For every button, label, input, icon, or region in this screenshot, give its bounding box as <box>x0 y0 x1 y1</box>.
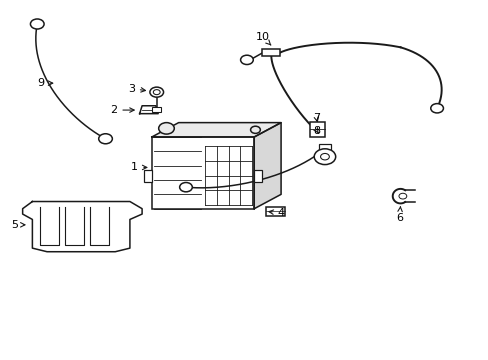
Circle shape <box>150 87 163 97</box>
Text: 3: 3 <box>128 84 145 94</box>
Circle shape <box>99 134 112 144</box>
Polygon shape <box>22 202 142 252</box>
FancyBboxPatch shape <box>253 170 262 182</box>
Circle shape <box>320 153 329 160</box>
Text: 4: 4 <box>268 208 284 218</box>
Circle shape <box>398 193 406 199</box>
Text: 2: 2 <box>110 105 134 115</box>
FancyBboxPatch shape <box>144 170 152 182</box>
FancyBboxPatch shape <box>152 107 161 112</box>
Text: 7: 7 <box>312 113 320 123</box>
Circle shape <box>158 123 174 134</box>
Circle shape <box>30 19 44 29</box>
Polygon shape <box>152 123 281 137</box>
FancyBboxPatch shape <box>262 49 280 56</box>
FancyBboxPatch shape <box>318 144 330 150</box>
Text: 9: 9 <box>38 78 53 88</box>
Circle shape <box>179 183 192 192</box>
Circle shape <box>314 149 335 165</box>
Text: 8: 8 <box>312 126 320 135</box>
Polygon shape <box>254 123 281 209</box>
Circle shape <box>153 90 160 95</box>
FancyBboxPatch shape <box>265 207 285 216</box>
Circle shape <box>240 55 253 64</box>
FancyBboxPatch shape <box>309 122 325 137</box>
Text: 1: 1 <box>131 162 146 172</box>
Polygon shape <box>140 106 158 114</box>
FancyBboxPatch shape <box>152 137 254 209</box>
Circle shape <box>250 126 260 134</box>
Text: 10: 10 <box>256 32 270 45</box>
Text: 6: 6 <box>395 207 402 222</box>
Text: 5: 5 <box>11 220 25 230</box>
Circle shape <box>430 104 443 113</box>
